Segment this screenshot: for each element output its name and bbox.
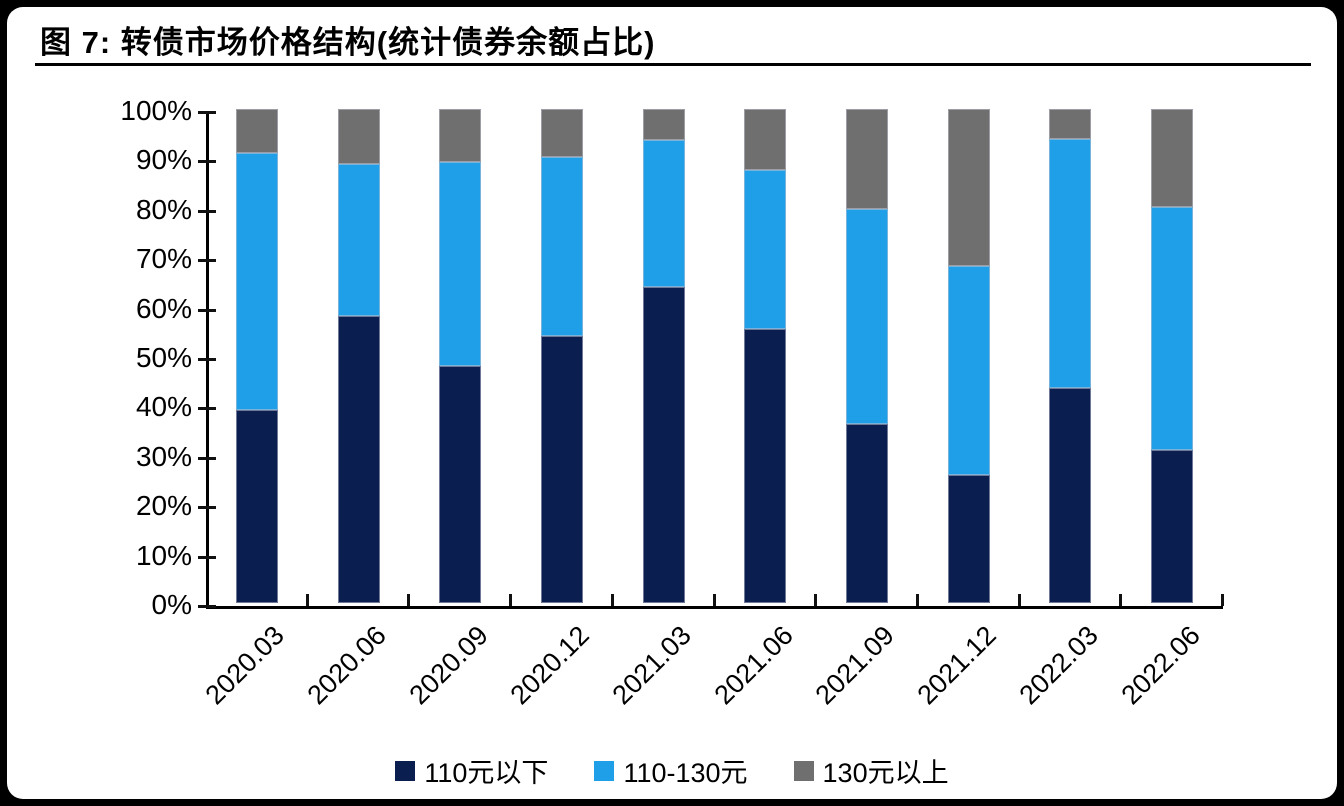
stacked-bar-2020.06 [337, 109, 380, 603]
y-axis-tick [198, 407, 216, 411]
y-axis-tick-label: 70% [135, 243, 192, 275]
legend: 110元以下 110-130元 130元以上 [7, 751, 1337, 790]
bar-segment-130元以上 [744, 109, 787, 170]
x-axis-tick-label: 2020.12 [504, 620, 596, 711]
bar-segment-110-130元 [1151, 206, 1194, 450]
legend-item: 130元以上 [793, 751, 949, 790]
stacked-bar-2020.12 [540, 109, 583, 603]
y-axis-tick [198, 160, 216, 164]
x-axis-tick [1221, 594, 1224, 606]
x-axis-tick-label: 2021.06 [708, 620, 799, 711]
y-axis-tick-label: 80% [135, 193, 192, 225]
y-axis-tick [198, 308, 216, 312]
bar-segment-130元以上 [846, 109, 889, 210]
y-axis-tick-label: 90% [135, 144, 192, 176]
bar-segment-110-130元 [235, 153, 278, 411]
y-axis-tick [198, 555, 216, 559]
stacked-bar-2022.03 [1049, 109, 1092, 603]
bar-segment-110元以下 [1049, 388, 1092, 603]
x-axis-tick [305, 594, 309, 606]
legend-item: 110-130元 [594, 751, 748, 790]
x-axis-tick-label: 2022.06 [1115, 620, 1206, 711]
x-axis-tick [915, 594, 919, 606]
bar-segment-110元以下 [947, 474, 990, 603]
bar-segment-110-130元 [642, 140, 685, 287]
y-axis-tick-label: 20% [135, 490, 192, 522]
x-axis-tick [814, 594, 818, 606]
bar-segment-110元以下 [1151, 449, 1194, 603]
x-axis-tick-label: 2021.03 [606, 620, 697, 711]
bar-segment-130元以上 [1151, 109, 1194, 207]
y-axis-tick-label: 60% [135, 292, 192, 324]
plot-area [206, 109, 1224, 609]
bar-segment-110元以下 [642, 286, 685, 603]
bar-segment-110-130元 [337, 163, 380, 317]
x-axis-line [206, 606, 1223, 609]
bar-segment-130元以上 [1049, 109, 1092, 140]
x-axis-tick [509, 594, 513, 606]
stacked-bar-2020.09 [439, 109, 482, 603]
bar-segment-130元以上 [540, 109, 583, 158]
y-axis-tick-label: 40% [135, 391, 192, 423]
legend-label: 110元以下 [424, 758, 549, 788]
stacked-bar-2022.06 [1151, 109, 1194, 603]
stacked-bar-2021.09 [846, 109, 889, 603]
x-axis-tick-label: 2020.03 [199, 620, 291, 711]
legend-label: 110-130元 [623, 758, 748, 788]
y-axis-tick [198, 456, 216, 460]
title-underline [35, 63, 1311, 66]
legend-item: 110元以下 [395, 751, 548, 790]
x-axis-tick-label: 2021.12 [911, 620, 1002, 711]
x-axis-tick-label: 2020.06 [301, 620, 392, 711]
x-axis-tick [407, 594, 411, 606]
legend-swatch-icon [793, 760, 814, 781]
bar-segment-110-130元 [744, 169, 787, 329]
bar-segment-110元以下 [540, 336, 583, 603]
bar-segment-130元以上 [439, 109, 482, 162]
y-axis-tick [198, 605, 216, 608]
x-axis-tick [1119, 594, 1123, 606]
y-axis-tick [198, 111, 216, 114]
bar-segment-110-130元 [846, 209, 889, 425]
y-axis-tick-label: 10% [135, 539, 192, 571]
bar-segment-130元以上 [947, 109, 990, 266]
y-axis-tick-label: 100% [120, 95, 192, 126]
bar-segment-130元以上 [235, 109, 278, 154]
x-axis-tick [610, 594, 614, 606]
x-axis-tick-label: 2021.09 [810, 620, 901, 711]
figure-title: 图 7: 转债市场价格结构(统计债券余额占比) [40, 25, 656, 60]
bar-segment-110元以下 [846, 424, 889, 603]
y-axis-tick-label: 50% [135, 342, 192, 373]
y-axis-tick [198, 259, 216, 263]
y-axis-tick-label: 0% [151, 589, 192, 620]
bar-segment-110-130元 [1049, 139, 1092, 389]
x-axis-tick [712, 594, 716, 606]
bar-segment-110-130元 [947, 265, 990, 475]
x-axis-tick-label: 2020.09 [403, 620, 494, 711]
x-axis-tick [1017, 594, 1021, 606]
legend-swatch-icon [594, 760, 615, 781]
stacked-bar-2021.03 [642, 109, 685, 603]
stacked-bar-2021.06 [744, 109, 787, 603]
stacked-bar-2021.12 [947, 109, 990, 603]
legend-label: 130元以上 [822, 758, 949, 788]
y-axis-tick [198, 209, 216, 213]
figure-card: 图 7: 转债市场价格结构(统计债券余额占比) 0% 10% 20% 30% 40% 50… [7, 7, 1337, 799]
bar-segment-110元以下 [439, 365, 482, 603]
x-axis-tick-label: 2022.03 [1013, 620, 1104, 711]
bar-segment-110-130元 [439, 161, 482, 366]
bar-segment-110元以下 [337, 316, 380, 603]
y-axis-tick-label: 30% [135, 440, 192, 472]
bar-segment-130元以上 [642, 109, 685, 141]
bar-segment-110元以下 [235, 410, 278, 603]
bar-segment-130元以上 [337, 109, 380, 164]
legend-swatch-icon [395, 760, 416, 781]
y-axis-tick [198, 358, 216, 361]
y-axis-tick [198, 506, 216, 510]
bar-segment-110-130元 [540, 157, 583, 337]
stacked-bar-2020.03 [235, 109, 278, 603]
bar-segment-110元以下 [744, 328, 787, 603]
